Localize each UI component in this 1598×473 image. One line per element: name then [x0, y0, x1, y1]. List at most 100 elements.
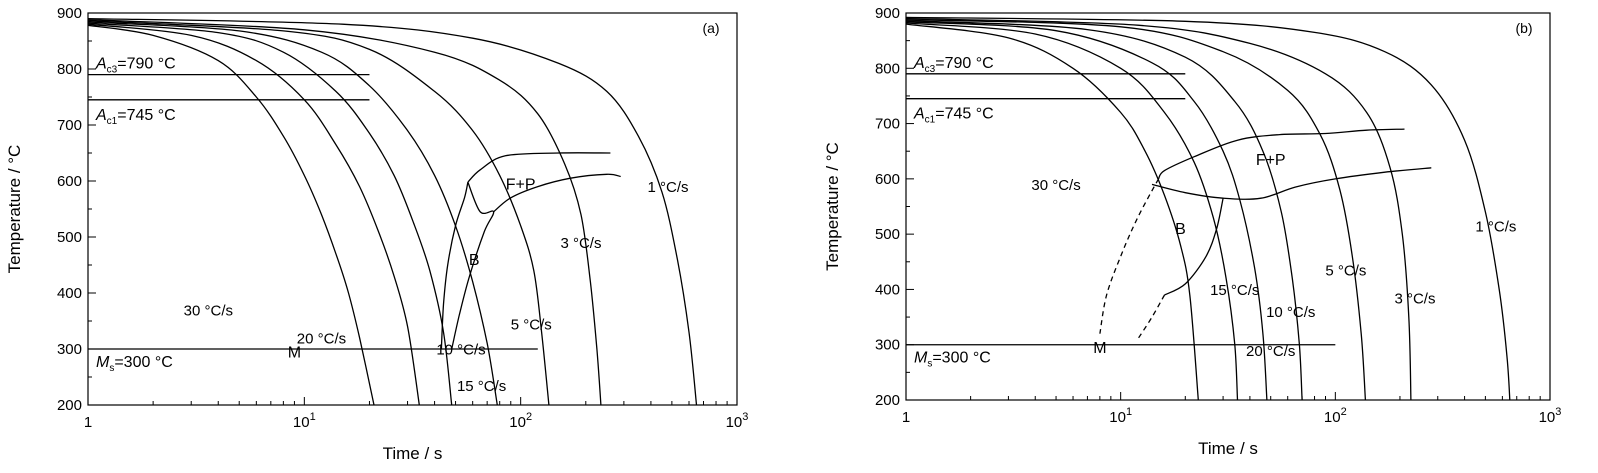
- x-tick-base: 10: [1109, 409, 1126, 426]
- phase-label-b: B: [1175, 221, 1186, 238]
- cooling-rate-label: 1 °C/s: [1475, 218, 1516, 235]
- phase-label-fp: F+P: [506, 176, 536, 193]
- x-tick-base: 1: [84, 414, 92, 431]
- y-axis-label: Temperature / °C: [5, 145, 24, 274]
- reference-label-ac3: Ac3=790 °C: [95, 56, 176, 76]
- cooling-rate-label: 5 °C/s: [511, 316, 552, 333]
- x-tick-label: 102: [1324, 406, 1347, 426]
- y-tick-label: 900: [875, 5, 900, 22]
- y-tick-label: 700: [875, 116, 900, 133]
- phase-label-b: B: [469, 252, 480, 269]
- ref-label-rest: =300 °C: [114, 354, 172, 371]
- y-tick-label: 700: [57, 117, 82, 134]
- ref-label-rest: =745 °C: [117, 107, 175, 124]
- y-axis-label: Temperature / °C: [823, 142, 842, 271]
- phase-boundary-b-finish: [1164, 198, 1224, 296]
- x-tick-base: 10: [1324, 409, 1341, 426]
- cooling-curve-3cs: [906, 17, 1412, 400]
- ref-label-rest: =745 °C: [935, 106, 993, 123]
- cooling-curve-15cs: [88, 22, 453, 405]
- y-tick-label: 500: [875, 226, 900, 243]
- y-tick-label: 200: [57, 397, 82, 414]
- cooling-rate-label: 10 °C/s: [1266, 304, 1315, 321]
- plot-area: [88, 17, 698, 405]
- ref-label-rest: =790 °C: [935, 55, 993, 72]
- x-tick-label: 103: [726, 411, 749, 431]
- y-tick-label: 200: [875, 392, 900, 409]
- ref-label-sub: c1: [107, 116, 118, 127]
- phase-boundary-b-start-dashed-: [1099, 178, 1160, 334]
- y-tick-label: 300: [875, 337, 900, 354]
- reference-label-ac1: Ac1=745 °C: [913, 106, 994, 126]
- phase-boundary-b-finish: [451, 181, 495, 350]
- cooling-curve-15cs: [906, 21, 1268, 400]
- ref-label-main: M: [914, 350, 928, 367]
- x-axis-label: Time / s: [1198, 439, 1258, 458]
- ref-label-sub: s: [927, 359, 932, 370]
- cooling-curve-5cs: [88, 20, 550, 405]
- cooling-rate-label: 20 °C/s: [1246, 343, 1295, 360]
- x-tick-base: 10: [726, 414, 743, 431]
- x-tick-exponent: 2: [526, 411, 532, 423]
- y-tick-label: 400: [57, 285, 82, 302]
- phase-label-fp: F+P: [1256, 152, 1286, 169]
- x-tick-label: 101: [293, 411, 316, 431]
- y-tick-label: 900: [57, 5, 82, 22]
- cooling-rate-label: 15 °C/s: [1210, 282, 1259, 299]
- phase-boundary-f-p-finish: [493, 173, 621, 213]
- ref-label-sub: s: [109, 363, 114, 374]
- y-tick-label: 600: [875, 171, 900, 188]
- cooling-curve-5cs: [906, 18, 1367, 400]
- cooling-curve-3cs: [88, 19, 602, 405]
- y-tick-label: 500: [57, 229, 82, 246]
- plot-frame: [905, 12, 1551, 401]
- cooling-rate-label: 30 °C/s: [1031, 177, 1080, 194]
- cooling-curve-30cs: [906, 23, 1199, 400]
- x-tick-base: 10: [509, 414, 526, 431]
- phase-boundary-b-start: [440, 181, 469, 350]
- ref-label-main: A: [913, 55, 925, 72]
- y-tick-label: 300: [57, 341, 82, 358]
- x-tick-exponent: 1: [1126, 406, 1132, 418]
- cooling-curve-10cs: [906, 20, 1303, 400]
- y-tick-label: 800: [57, 61, 82, 78]
- x-tick-label: 103: [1539, 406, 1562, 426]
- cooling-curve-10cs: [88, 21, 498, 405]
- panel-label: (a): [702, 20, 719, 36]
- cooling-curve-1cs: [88, 17, 698, 405]
- cooling-curve-30cs: [88, 24, 375, 405]
- reference-label-ms: Ms=300 °C: [96, 354, 173, 374]
- x-tick-exponent: 2: [1341, 406, 1347, 418]
- plot-frame: [87, 12, 738, 406]
- reference-label-ac3: Ac3=790 °C: [913, 55, 994, 75]
- ref-label-sub: c1: [925, 115, 936, 126]
- panel-label: (b): [1515, 20, 1532, 36]
- phase-label-m: M: [1093, 340, 1106, 357]
- cooling-rate-label: 1 °C/s: [648, 179, 689, 196]
- y-tick-label: 400: [875, 281, 900, 298]
- ref-label-rest: =300 °C: [932, 350, 990, 367]
- x-tick-exponent: 1: [310, 411, 316, 423]
- cooling-rate-label: 10 °C/s: [436, 342, 485, 359]
- reference-label-ms: Ms=300 °C: [914, 350, 991, 370]
- cooling-curve-20cs: [906, 22, 1239, 400]
- x-tick-label: 101: [1109, 406, 1132, 426]
- cooling-curve-1cs: [906, 16, 1511, 400]
- cooling-rate-label: 5 °C/s: [1325, 263, 1366, 280]
- y-tick-label: 800: [875, 60, 900, 77]
- ref-label-main: A: [913, 106, 925, 123]
- x-tick-exponent: 3: [1555, 406, 1561, 418]
- ref-label-sub: c3: [107, 65, 118, 76]
- cooling-rate-label: 3 °C/s: [1394, 290, 1435, 307]
- x-tick-label: 1: [902, 409, 910, 426]
- x-axis-label: Time / s: [383, 444, 443, 463]
- phase-label-m: M: [288, 344, 301, 361]
- phase-boundary-f-p-start: [1157, 128, 1405, 180]
- cooling-rate-label: 15 °C/s: [457, 378, 506, 395]
- x-tick-base: 10: [1539, 409, 1556, 426]
- phase-boundary-b-finish-dashed-: [1137, 294, 1166, 340]
- ref-label-rest: =790 °C: [117, 56, 175, 73]
